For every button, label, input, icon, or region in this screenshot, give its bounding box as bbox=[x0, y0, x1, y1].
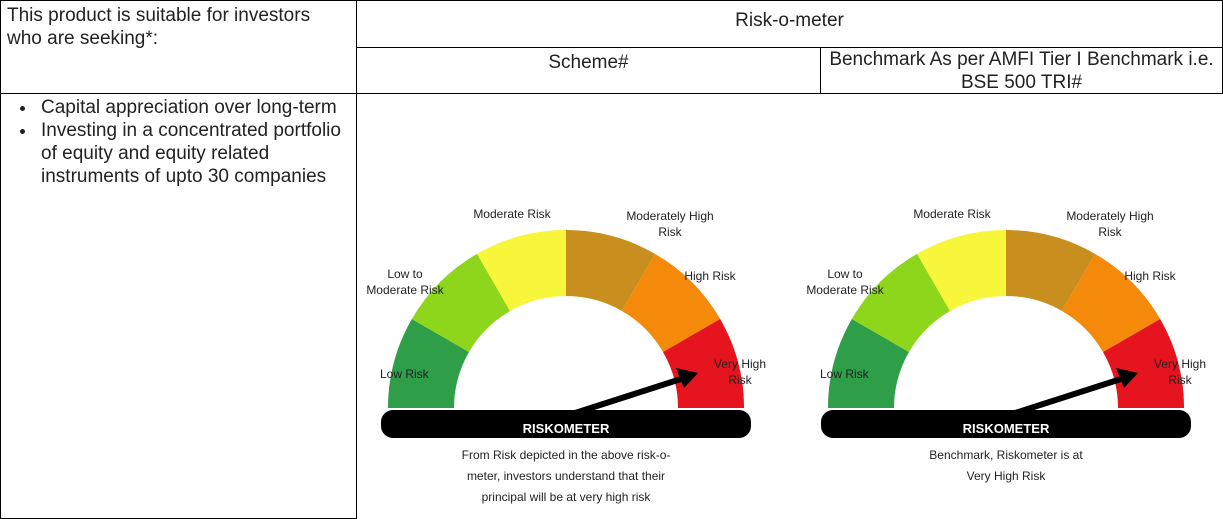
needle-head bbox=[1116, 368, 1138, 388]
riskometer-caption: principal will be at very high risk bbox=[482, 490, 652, 504]
needle bbox=[1011, 375, 1125, 417]
risk-level-line: Risk bbox=[658, 225, 682, 239]
riskometer-caption: meter, investors understand that their bbox=[467, 469, 665, 483]
risk-level-line: Very High bbox=[714, 357, 766, 371]
risk-segment bbox=[1062, 253, 1161, 352]
risk-level-label: Moderate Risk bbox=[473, 207, 551, 221]
risk-level-line: Moderate Risk bbox=[913, 207, 991, 221]
risk-level-line: Moderate Risk bbox=[366, 283, 444, 297]
objective: Capital appreciation over long-term bbox=[37, 96, 344, 119]
riskometer-label: RISKOMETER bbox=[523, 421, 610, 436]
risk-level-label: Low Risk bbox=[820, 367, 870, 381]
objectives-cell: Capital appreciation over long-term Inve… bbox=[0, 93, 357, 519]
risk-segment bbox=[828, 319, 910, 408]
risk-level-line: Risk bbox=[1098, 225, 1122, 239]
objective: Investing in a concentrated portfolio of… bbox=[37, 119, 344, 188]
risk-level-line: Low to bbox=[827, 267, 863, 281]
risk-level-line: Risk bbox=[728, 373, 752, 387]
risk-level-label: Very High Risk bbox=[714, 357, 766, 387]
risk-segment bbox=[1006, 230, 1095, 312]
risk-level-label: Moderately High Risk bbox=[1066, 209, 1153, 239]
risk-segment bbox=[622, 253, 721, 352]
risk-level-line: Moderate Risk bbox=[806, 283, 884, 297]
risk-level-label: Moderately High Risk bbox=[626, 209, 713, 239]
risk-level-label: Low Risk bbox=[380, 367, 430, 381]
risk-level-line: Risk bbox=[1168, 373, 1192, 387]
needle bbox=[571, 375, 685, 417]
riskometer-caption: Very High Risk bbox=[967, 469, 1047, 483]
objective-list: Capital appreciation over long-term Inve… bbox=[5, 96, 344, 188]
riskometer-caption: Benchmark, Riskometer is at bbox=[929, 448, 1083, 462]
risk-level-label: Moderate Risk bbox=[913, 207, 991, 221]
risk-level-line: Low Risk bbox=[820, 367, 870, 381]
riskometer-base bbox=[821, 410, 1191, 438]
risk-level-label: High Risk bbox=[684, 269, 736, 283]
riskometer-caption: From Risk depicted in the above risk-o- bbox=[462, 448, 671, 462]
needle-head bbox=[676, 368, 698, 388]
risk-segment bbox=[411, 253, 510, 352]
risk-level-label: Low to Moderate Risk bbox=[366, 267, 444, 297]
risk-level-line: High Risk bbox=[1124, 269, 1176, 283]
risk-segment bbox=[388, 319, 470, 408]
risk-level-line: Low Risk bbox=[380, 367, 430, 381]
risk-level-label: Low to Moderate Risk bbox=[806, 267, 884, 297]
risk-segment bbox=[566, 230, 655, 312]
risk-level-line: Low to bbox=[387, 267, 423, 281]
risk-level-line: Moderately High bbox=[626, 209, 713, 223]
risk-level-line: Very High bbox=[1154, 357, 1206, 371]
risk-segment bbox=[477, 230, 566, 312]
risk-segment bbox=[851, 253, 950, 352]
risk-level-label: Very High Risk bbox=[1154, 357, 1206, 387]
risk-level-label: High Risk bbox=[1124, 269, 1176, 283]
risk-level-line: Moderate Risk bbox=[473, 207, 551, 221]
riskometer-cell bbox=[356, 93, 1223, 519]
risk-level-line: Moderately High bbox=[1066, 209, 1153, 223]
riskometer-base bbox=[381, 410, 751, 438]
riskometer-label: RISKOMETER bbox=[963, 421, 1050, 436]
risk-level-line: High Risk bbox=[684, 269, 736, 283]
risk-segment bbox=[917, 230, 1006, 312]
